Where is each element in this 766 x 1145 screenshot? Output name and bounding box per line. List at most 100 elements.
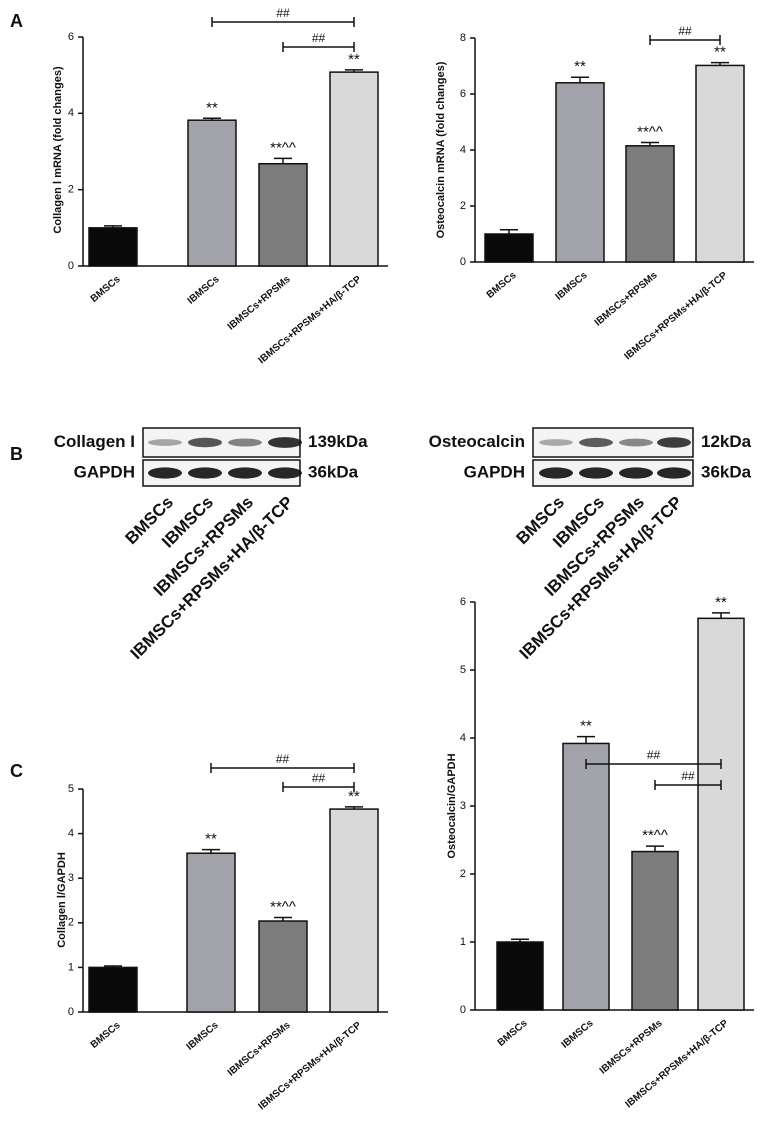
x-tick-label: IBMSCs+RPSMs [226,274,293,333]
significance-label: ** [348,51,360,68]
significance-label: ** [348,788,360,805]
x-tick-label: BMSCs [89,1020,123,1051]
y-axis-label: Collagen Ⅰ/GAPDH [56,852,68,948]
comparison-label: ## [312,771,326,785]
y-tick-label: 2 [68,917,74,929]
y-tick-label: 2 [460,868,466,880]
blot-band [579,437,613,448]
significance-label: ** [574,58,586,75]
x-tick-label: IBMSCs [560,1018,596,1051]
significance-label: **^^ [270,139,296,156]
blot-band [188,437,222,448]
blot-band [228,467,262,479]
blot-band [148,467,182,479]
y-tick-label: 6 [460,596,466,608]
y-axis-label: Collagen Ⅰ mRNA (fold changes) [52,66,64,234]
bar [562,742,610,1011]
comparison-label: ## [647,748,661,762]
bar [496,941,544,1011]
y-tick-label: 1 [68,961,74,973]
comparison-label: ## [681,769,695,783]
blot-band [539,467,573,479]
comparison-label: ## [276,752,290,766]
bar [258,920,308,1013]
x-tick-label: IBMSCs [186,274,222,307]
significance-label: ** [715,594,727,611]
panel-label: B [10,444,23,464]
y-tick-label: 5 [460,664,466,676]
bar [329,808,379,1013]
x-tick-label: IBMSCs [554,270,590,303]
y-tick-label: 0 [460,1004,466,1016]
bar [88,227,138,267]
x-tick-label: IBMSCs+RPSMs [226,1020,293,1079]
y-axis-label: Osteocalcin/GAPDH [446,753,458,858]
significance-label: ** [206,99,218,116]
x-tick-label: BMSCs [485,270,519,301]
y-tick-label: 3 [68,872,74,884]
panel-label: C [10,761,23,781]
bar [187,119,237,267]
significance-label: **^^ [270,898,296,915]
y-tick-label: 6 [68,31,74,43]
comparison-label: ## [312,31,326,45]
y-tick-label: 4 [460,144,466,156]
bar [329,71,379,267]
blot-band [657,467,691,479]
blot-band [539,439,573,446]
blot-row-label: Collagen I [54,432,135,451]
x-tick-label: IBMSCs+RPSMs [593,270,660,329]
y-tick-label: 1 [460,936,466,948]
bar [625,145,675,263]
y-tick-label: 4 [68,107,74,119]
blot-size-label: 12kDa [701,432,752,451]
y-tick-label: 0 [68,1006,74,1018]
x-tick-label: BMSCs [496,1018,530,1049]
blot-row-label: GAPDH [464,462,525,481]
y-tick-label: 2 [460,200,466,212]
bar [697,617,745,1011]
blot-row-label: Osteocalcin [429,432,525,451]
blot-band [619,467,653,479]
y-tick-label: 2 [68,184,74,196]
y-tick-label: 3 [460,800,466,812]
blot-band [228,438,262,447]
significance-label: ** [205,831,217,848]
blot-row-label: GAPDH [74,462,135,481]
x-tick-label: IBMSCs [185,1020,221,1053]
significance-label: ** [580,718,592,735]
blot-band [579,467,613,479]
y-tick-label: 0 [460,256,466,268]
panel-label: A [10,11,23,31]
y-tick-label: 4 [68,828,74,840]
blot-band [268,437,302,448]
bar [186,852,236,1013]
comparison-label: ## [276,6,290,20]
y-tick-label: 4 [460,732,466,744]
bar [258,162,308,267]
bar [631,850,679,1011]
y-tick-label: 0 [68,260,74,272]
y-axis-label: Osteocalcin mRNA (fold changes) [435,61,447,238]
bar [695,64,745,263]
blot-band [148,439,182,446]
blot-size-label: 36kDa [308,462,359,481]
blot-band [268,467,302,479]
blot-size-label: 139kDa [308,432,368,451]
significance-label: **^^ [642,827,668,844]
blot-band [657,437,691,448]
x-tick-label: IBMSCs+RPSMs [598,1018,665,1077]
x-tick-label: BMSCs [89,274,123,305]
significance-label: **^^ [637,123,663,140]
comparison-label: ## [678,24,692,38]
y-tick-label: 5 [68,783,74,795]
y-tick-label: 8 [460,32,466,44]
blot-band [188,467,222,479]
y-tick-label: 6 [460,88,466,100]
x-tick-label: IBMSCs+RPSMs+HA/β-TCP [624,1018,731,1111]
bar [88,966,138,1013]
blot-band [619,438,653,447]
bar [484,233,534,263]
significance-label: ** [714,44,726,61]
